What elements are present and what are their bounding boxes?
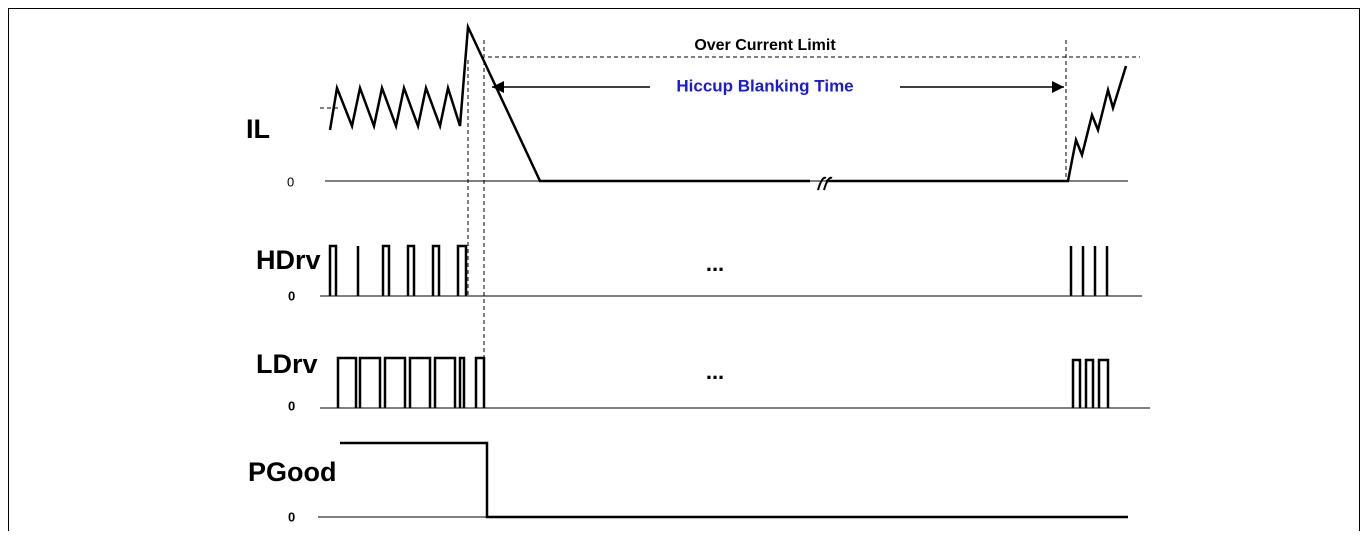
il-wave [328, 22, 810, 183]
pgood-wave [340, 441, 1128, 519]
ldrv-wave [336, 356, 1110, 408]
zero-label: 0 [288, 398, 295, 413]
zero-label: 0 [288, 288, 295, 303]
il-wave [826, 65, 1128, 183]
signal-label: IL [246, 114, 270, 144]
ellipsis: ... [706, 359, 724, 384]
limit-label: Over Current Limit [694, 37, 836, 54]
hdrv-wave [328, 244, 1109, 296]
signal-label: HDrv [256, 245, 321, 275]
ellipsis: ... [706, 251, 724, 276]
zero-label: 0 [287, 174, 294, 189]
break-mark [817, 176, 833, 191]
blanking-label: Hiccup Blanking Time [676, 76, 853, 95]
signal-label: PGood [248, 457, 337, 487]
zero-label: 0 [288, 509, 295, 524]
frame [8, 8, 1360, 536]
signal-label: LDrv [256, 349, 318, 379]
